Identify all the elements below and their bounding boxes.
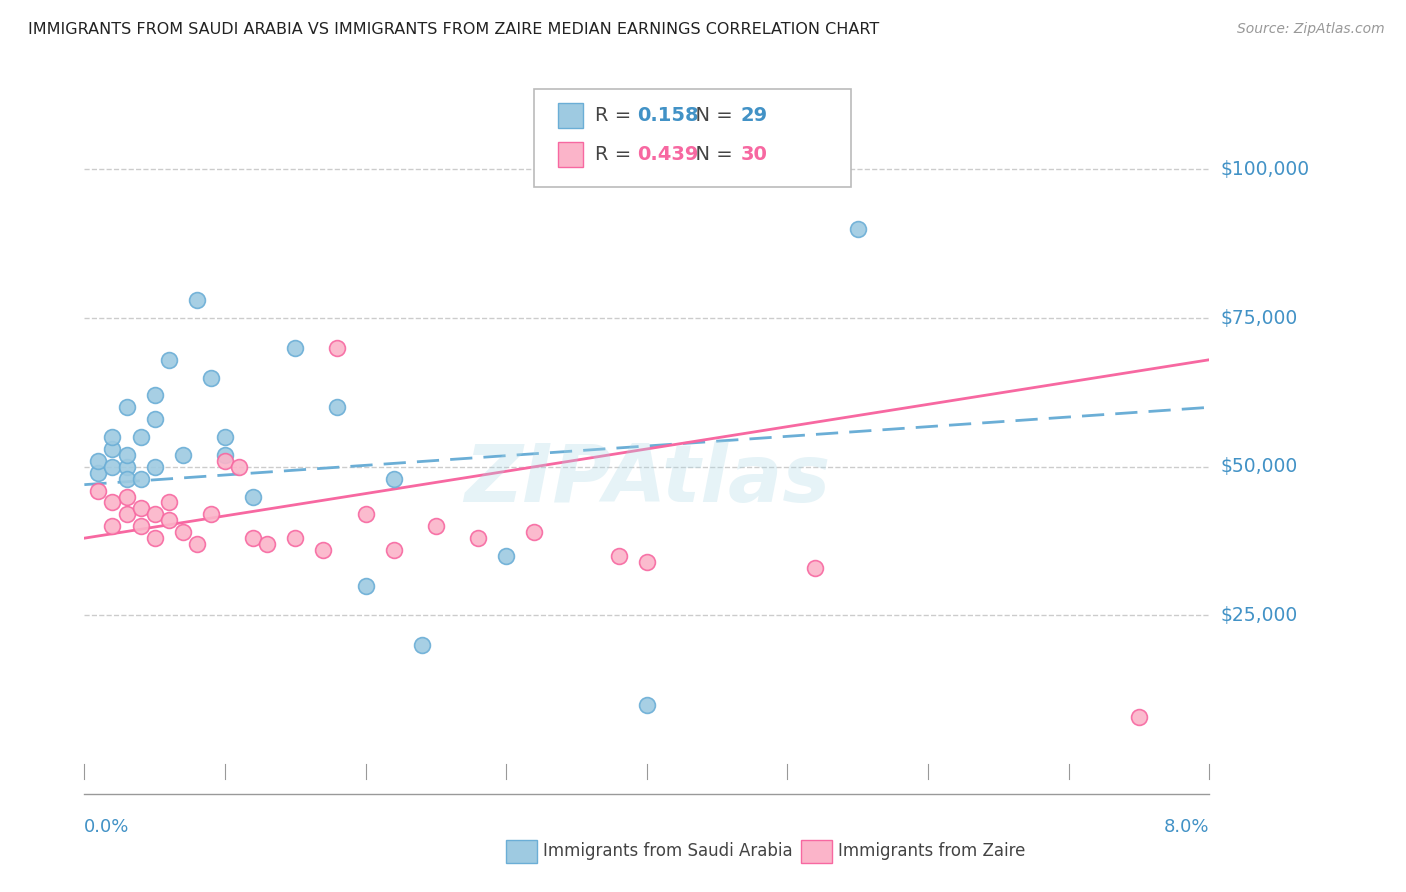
Point xyxy=(425,519,447,533)
Point xyxy=(87,454,110,468)
Point xyxy=(143,459,166,474)
Point xyxy=(382,472,405,486)
Point xyxy=(172,448,194,462)
Point xyxy=(157,495,180,509)
Text: 0.158: 0.158 xyxy=(637,106,699,126)
Text: Immigrants from Zaire: Immigrants from Zaire xyxy=(838,842,1025,860)
Point xyxy=(129,430,152,444)
Point xyxy=(157,352,180,367)
Point xyxy=(101,430,124,444)
Text: Immigrants from Saudi Arabia: Immigrants from Saudi Arabia xyxy=(543,842,793,860)
Point xyxy=(354,508,377,522)
Point xyxy=(101,442,124,456)
Point xyxy=(495,549,517,563)
Point xyxy=(326,341,349,355)
Point xyxy=(523,525,546,540)
Text: ZIPAtlas: ZIPAtlas xyxy=(464,441,830,519)
Point xyxy=(467,531,489,545)
Point xyxy=(172,525,194,540)
Point xyxy=(143,388,166,402)
Text: N =: N = xyxy=(683,145,740,164)
Point xyxy=(87,483,110,498)
Point xyxy=(115,401,138,415)
Point xyxy=(101,519,124,533)
Text: IMMIGRANTS FROM SAUDI ARABIA VS IMMIGRANTS FROM ZAIRE MEDIAN EARNINGS CORRELATIO: IMMIGRANTS FROM SAUDI ARABIA VS IMMIGRAN… xyxy=(28,22,879,37)
Point xyxy=(382,543,405,558)
Point xyxy=(143,531,166,545)
Point xyxy=(242,531,264,545)
Point xyxy=(129,472,152,486)
Point xyxy=(354,579,377,593)
Point xyxy=(129,501,152,516)
Text: N =: N = xyxy=(683,106,740,126)
Point xyxy=(284,341,307,355)
Point xyxy=(200,370,222,384)
Text: 8.0%: 8.0% xyxy=(1164,818,1209,836)
Text: 0.439: 0.439 xyxy=(637,145,699,164)
Point xyxy=(143,412,166,426)
Text: $75,000: $75,000 xyxy=(1220,309,1298,327)
Text: R =: R = xyxy=(595,106,644,126)
Point xyxy=(214,454,236,468)
Point xyxy=(200,508,222,522)
Point xyxy=(804,561,827,575)
Point xyxy=(607,549,630,563)
Point xyxy=(115,490,138,504)
Point xyxy=(87,466,110,480)
Point xyxy=(284,531,307,545)
Point xyxy=(129,519,152,533)
Point xyxy=(115,472,138,486)
Point xyxy=(115,448,138,462)
Text: 0.0%: 0.0% xyxy=(84,818,129,836)
Point xyxy=(256,537,278,551)
Point xyxy=(636,698,658,712)
Point xyxy=(115,508,138,522)
Point xyxy=(186,537,208,551)
Point xyxy=(214,448,236,462)
Text: 29: 29 xyxy=(741,106,768,126)
Point xyxy=(157,513,180,527)
Text: $25,000: $25,000 xyxy=(1220,606,1298,625)
Point xyxy=(846,222,869,236)
Text: R =: R = xyxy=(595,145,644,164)
Point xyxy=(242,490,264,504)
Point xyxy=(312,543,335,558)
Point xyxy=(636,555,658,569)
Text: $50,000: $50,000 xyxy=(1220,458,1298,476)
Point xyxy=(228,459,250,474)
Point xyxy=(186,293,208,308)
Point xyxy=(101,495,124,509)
Point xyxy=(101,459,124,474)
Text: 30: 30 xyxy=(741,145,768,164)
Point xyxy=(115,459,138,474)
Text: $100,000: $100,000 xyxy=(1220,160,1309,179)
Text: Source: ZipAtlas.com: Source: ZipAtlas.com xyxy=(1237,22,1385,37)
Point xyxy=(143,508,166,522)
Point xyxy=(411,638,433,652)
Point xyxy=(214,430,236,444)
Point xyxy=(326,401,349,415)
Point xyxy=(1128,709,1150,723)
